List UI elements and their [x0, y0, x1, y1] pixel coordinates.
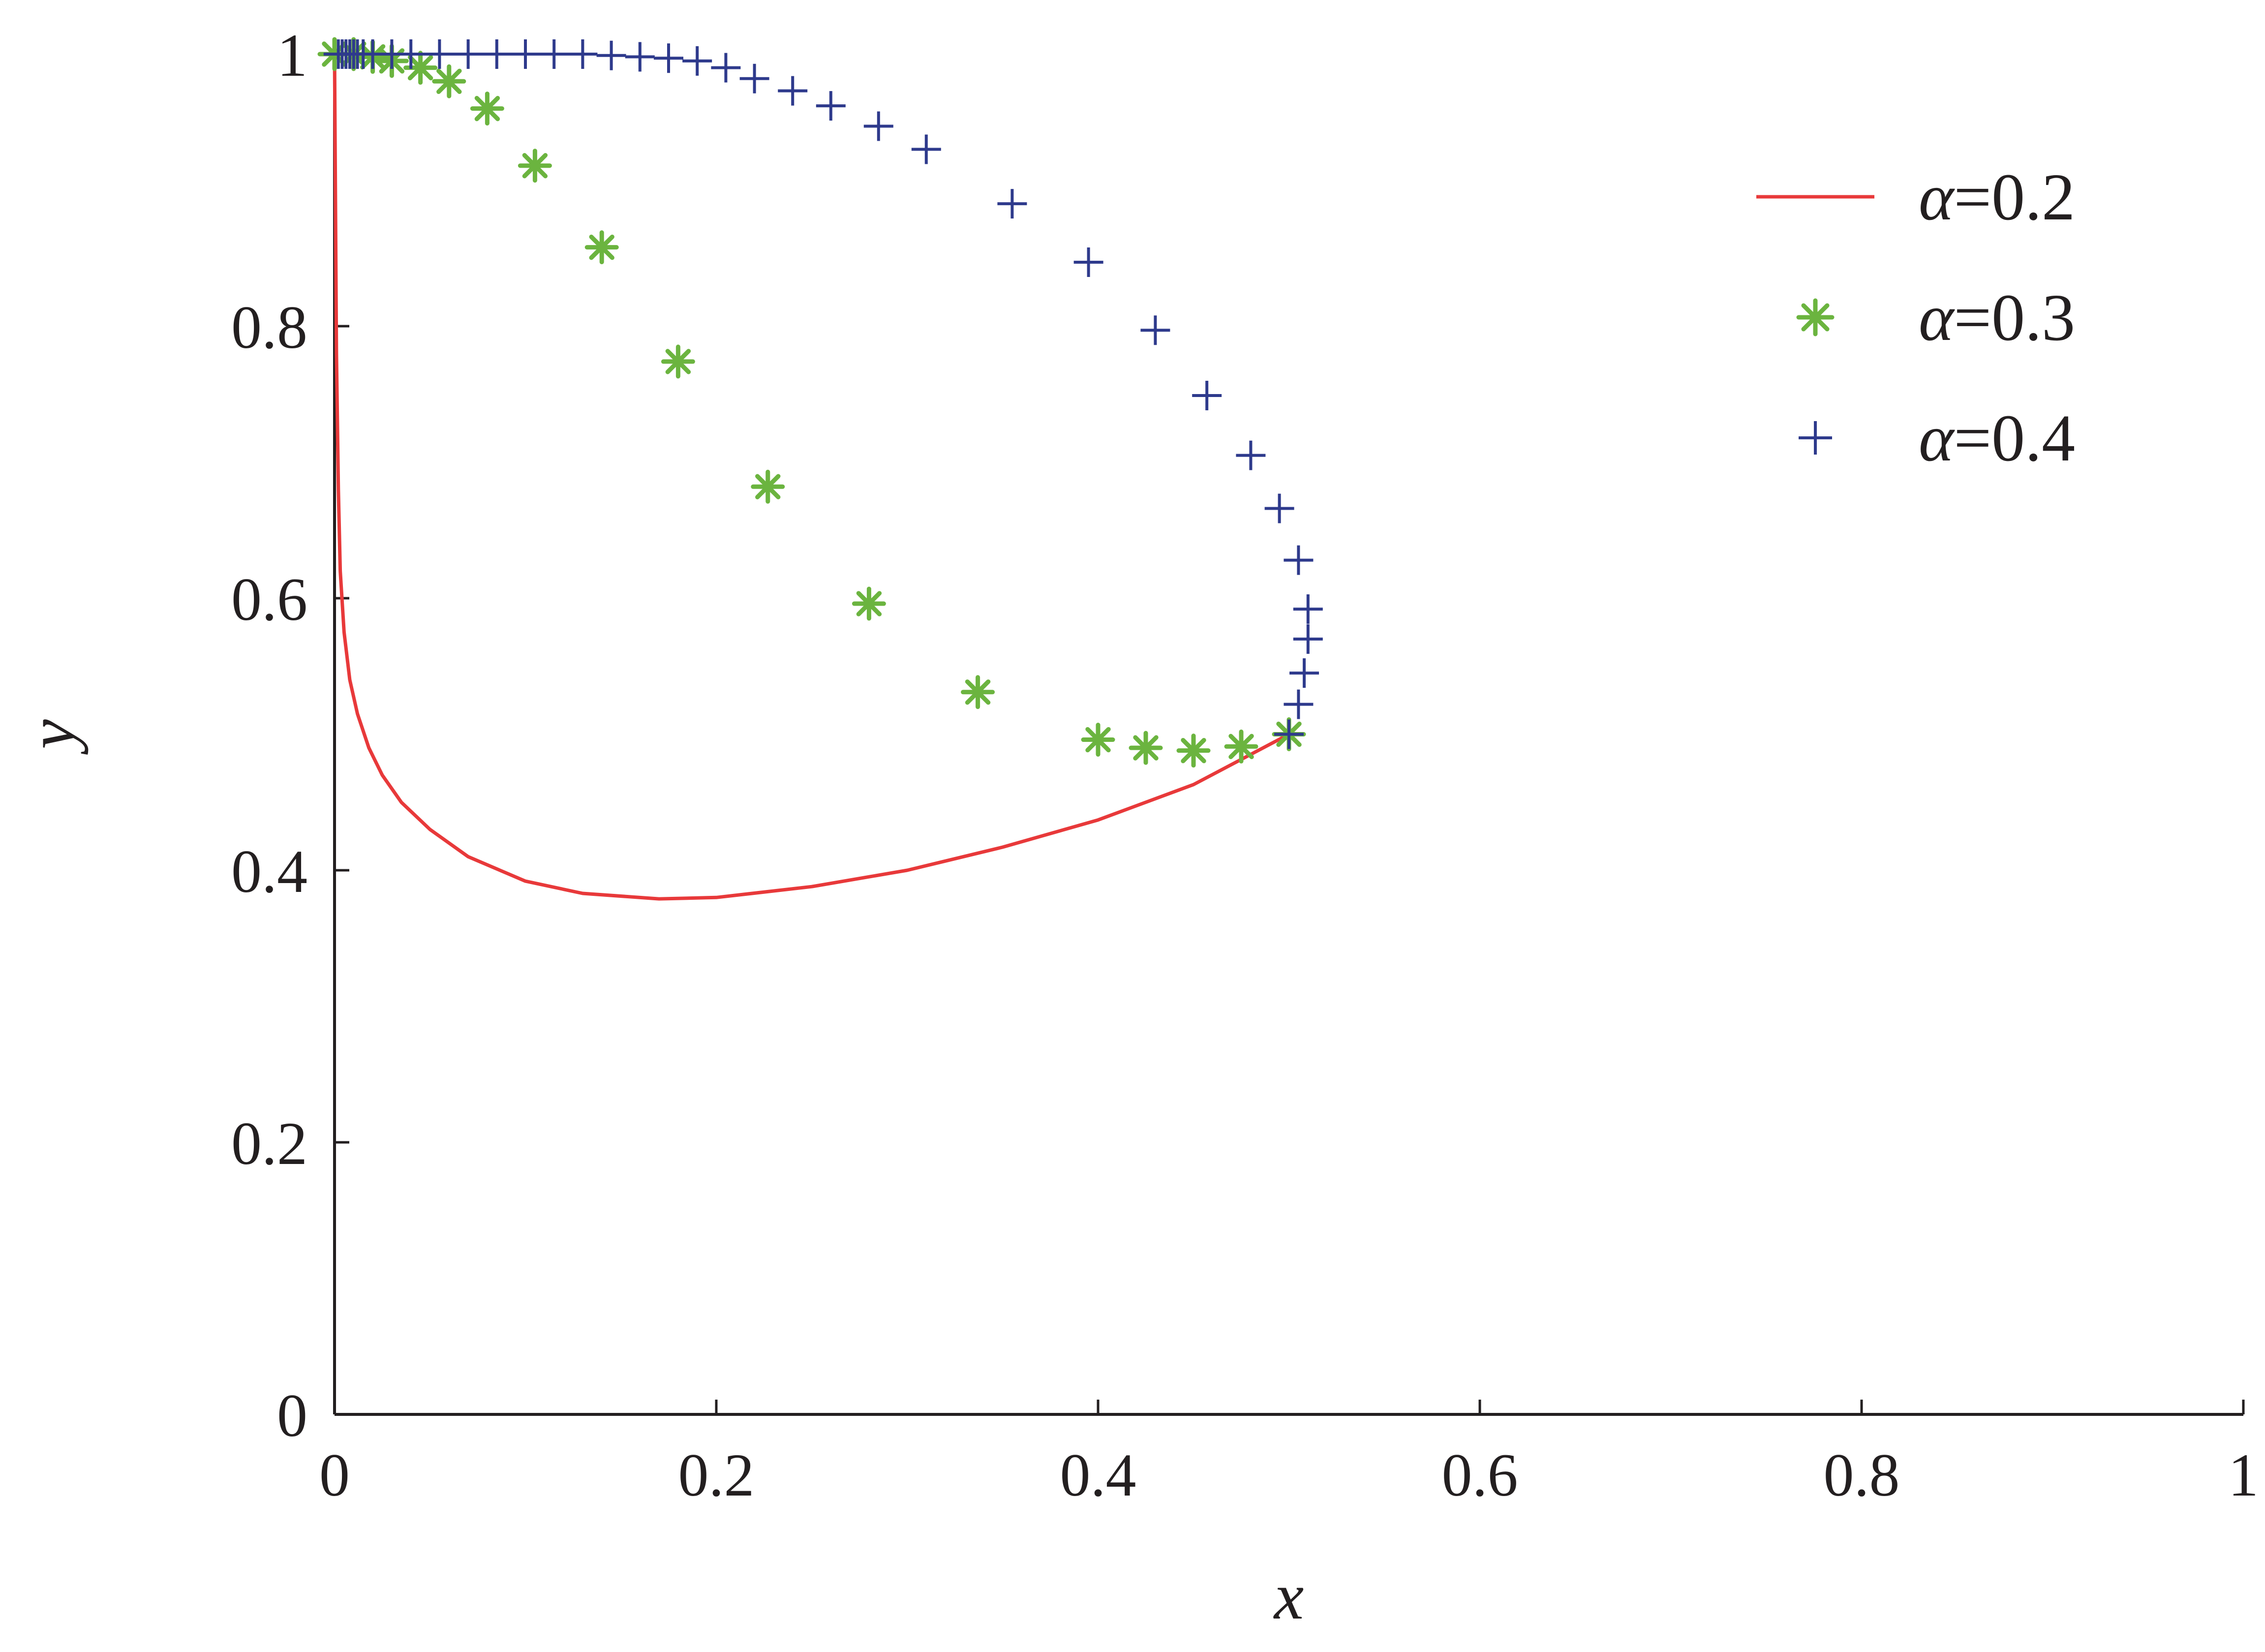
asterisk-stroke: [522, 153, 548, 179]
legend-label: α=0.4: [1919, 401, 2075, 475]
x-tick-label: 0.6: [1442, 1441, 1518, 1509]
data-point: [1224, 729, 1258, 764]
plot-area: [317, 37, 1323, 901]
y-tick-label: 0.4: [231, 838, 307, 905]
data-point: [1274, 719, 1304, 749]
data-point: [396, 39, 426, 69]
x-tick-label: 0: [319, 1441, 350, 1509]
legend-asterisk-swatch: [1796, 298, 1835, 337]
data-point: [682, 46, 712, 76]
data-point: [961, 675, 995, 709]
legend-alpha-symbol: α: [1919, 281, 1955, 355]
asterisk-stroke: [1133, 735, 1159, 761]
data-point: [482, 39, 512, 69]
data-point: [425, 39, 455, 69]
data-point: [1140, 315, 1170, 345]
data-point: [1176, 734, 1211, 768]
legend: α=0.2α=0.3α=0.4: [1756, 160, 2075, 475]
legend-alpha-symbol: α: [1919, 160, 1955, 234]
data-point: [1236, 440, 1266, 470]
y-tick-label: 0.2: [231, 1110, 307, 1177]
series-1: [333, 54, 1290, 901]
data-point: [739, 63, 769, 93]
data-point: [852, 586, 886, 621]
y-axis-ticks: 0 0.2 0.4 0.6 0.8 1: [231, 22, 349, 1449]
data-point: [453, 39, 483, 69]
data-point: [518, 149, 552, 183]
asterisk-stroke: [965, 679, 991, 705]
legend-alpha-symbol: α: [1919, 401, 1955, 475]
data-point: [1293, 594, 1323, 624]
asterisk-stroke: [474, 95, 500, 122]
data-point: [625, 42, 655, 72]
y-tick-label: 1: [277, 22, 307, 89]
series-line: [333, 54, 1290, 901]
data-point: [751, 469, 785, 504]
data-point: [1073, 247, 1103, 277]
asterisk-stroke: [1085, 727, 1111, 753]
asterisk-stroke: [856, 591, 882, 616]
data-point: [511, 39, 540, 69]
x-axis-ticks: 0 0.2 0.4 0.6 0.8 1: [319, 1400, 2259, 1509]
y-tick-label: 0.6: [231, 566, 307, 633]
asterisk-stroke: [755, 474, 781, 499]
x-axis-title: x: [1273, 1560, 1304, 1633]
x-tick-label: 0.2: [678, 1441, 755, 1509]
data-point: [911, 134, 941, 164]
data-point: [654, 43, 683, 73]
y-axis-title: y: [15, 719, 89, 755]
asterisk-stroke: [1181, 737, 1206, 764]
data-point: [1264, 493, 1294, 523]
data-point: [863, 111, 893, 141]
legend-label: α=0.2: [1919, 160, 2075, 234]
legend-item: α=0.2: [1756, 160, 2075, 234]
asterisk-stroke: [1801, 303, 1830, 332]
series-3: [323, 39, 1323, 749]
data-point: [1293, 624, 1323, 654]
legend-value: =0.4: [1954, 401, 2075, 475]
data-point: [1289, 658, 1319, 688]
legend-value: =0.3: [1954, 281, 2075, 355]
data-point: [432, 64, 466, 98]
data-point: [1129, 731, 1163, 765]
legend-label: α=0.3: [1919, 281, 2075, 355]
x-tick-label: 0.8: [1824, 1441, 1900, 1509]
data-point: [568, 39, 598, 69]
data-point: [816, 91, 846, 121]
data-point: [1284, 689, 1314, 719]
legend-item: α=0.4: [1799, 401, 2075, 475]
data-point: [539, 39, 569, 69]
data-point: [1284, 545, 1314, 575]
data-point: [997, 189, 1027, 219]
data-point: [711, 53, 741, 83]
legend-value: =0.2: [1954, 160, 2075, 234]
data-point: [584, 230, 619, 265]
legend-plus-swatch: [1799, 421, 1832, 455]
asterisk-stroke: [436, 68, 462, 94]
asterisk-stroke: [407, 55, 433, 81]
y-tick-label: 0.8: [231, 294, 307, 361]
y-tick-label: 0: [277, 1382, 307, 1449]
data-point: [1192, 381, 1222, 411]
x-tick-label: 0.4: [1060, 1441, 1136, 1509]
data-point: [470, 92, 504, 126]
data-point: [661, 344, 695, 379]
asterisk-stroke: [665, 349, 691, 374]
series-2: [317, 37, 1306, 768]
asterisk-stroke: [589, 234, 614, 260]
data-point: [596, 40, 626, 70]
x-tick-label: 1: [2228, 1441, 2259, 1509]
data-point: [1081, 723, 1115, 757]
legend-item: α=0.3: [1796, 281, 2075, 355]
data-point: [778, 76, 808, 106]
asterisk-stroke: [1228, 734, 1254, 760]
